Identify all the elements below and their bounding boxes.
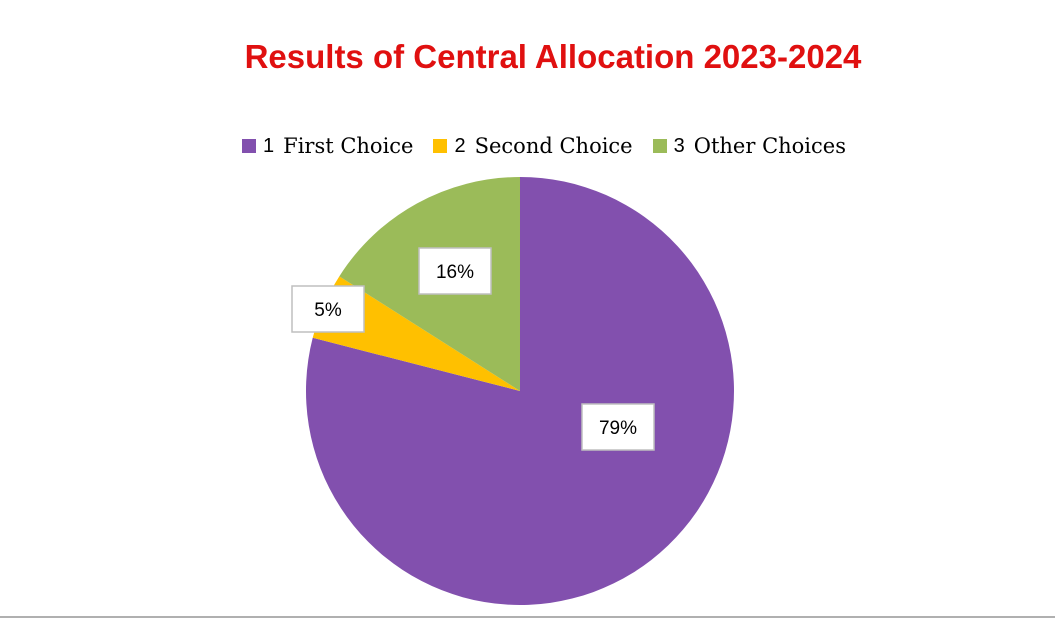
chart-legend: 1 First Choice 2 Second Choice 3 Other C… <box>242 128 866 164</box>
legend-label: Second Choice <box>474 134 633 158</box>
data-label-box <box>581 403 655 451</box>
legend-number: 1 <box>263 134 275 157</box>
data-label-text: 16% <box>436 262 474 283</box>
data-label-other-choices: 16% <box>418 247 492 295</box>
pie-slice-first-choice <box>305 177 734 605</box>
legend-swatch-second-choice <box>433 139 448 153</box>
bottom-divider <box>0 616 1055 618</box>
data-label-box <box>291 285 365 333</box>
legend-item-second-choice: 2 Second Choice <box>433 134 633 158</box>
legend-label: Other Choices <box>693 134 846 158</box>
data-label-box <box>418 247 492 295</box>
legend-label: First Choice <box>283 134 414 158</box>
data-label-text: 79% <box>599 418 637 439</box>
legend-number: 3 <box>673 134 685 157</box>
legend-swatch-other-choices <box>652 139 667 153</box>
legend-swatch-first-choice <box>242 139 256 153</box>
chart-title: Results of Central Allocation 2023-2024 <box>244 38 862 75</box>
data-label-text: 5% <box>314 300 342 321</box>
legend-item-first-choice: 1 First Choice <box>242 134 413 158</box>
legend-number: 2 <box>454 134 466 157</box>
data-label-second-choice: 5% <box>291 285 365 333</box>
data-label-first-choice: 79% <box>581 403 655 451</box>
legend-item-other-choices: 3 Other Choices <box>652 134 846 158</box>
